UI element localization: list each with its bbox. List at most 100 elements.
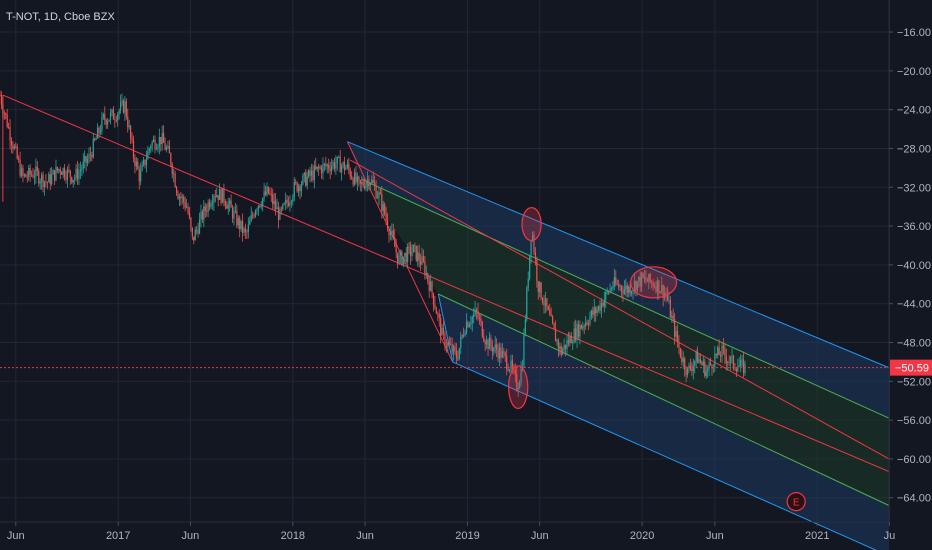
- candle-body: [389, 232, 392, 236]
- candle-body: [397, 252, 399, 264]
- candle-body: [520, 368, 522, 383]
- candle-body: [362, 182, 364, 186]
- candle-body: [526, 287, 528, 320]
- pitchfork-outer-upper-line[interactable]: [347, 141, 890, 369]
- candle-body: [319, 167, 321, 169]
- candle-body: [511, 360, 514, 369]
- candle-body: [165, 147, 168, 150]
- candle-body: [576, 323, 578, 340]
- candle-body: [68, 169, 70, 171]
- candle-body: [98, 127, 100, 133]
- candle-body: [177, 193, 179, 199]
- candle-body: [352, 178, 354, 185]
- highlight-ellipse[interactable]: [508, 365, 529, 410]
- candle-body: [338, 156, 340, 158]
- highlight-ellipse[interactable]: [521, 207, 542, 242]
- candle-body: [10, 140, 13, 145]
- candle-body: [131, 137, 133, 141]
- candle-body: [105, 120, 107, 125]
- candle-body: [691, 368, 693, 371]
- candle-body: [118, 110, 120, 115]
- candle-body: [32, 174, 34, 178]
- candle-body: [101, 116, 103, 132]
- candle-body: [92, 138, 94, 158]
- candle-body: [711, 365, 713, 369]
- candle-body: [589, 316, 591, 325]
- trend-line[interactable]: [2, 94, 890, 473]
- candle-body: [150, 146, 152, 149]
- candle-body: [29, 167, 31, 175]
- candle-body: [326, 164, 328, 167]
- candle-body: [415, 245, 417, 261]
- candle-body: [559, 346, 561, 349]
- candle-body: [2, 104, 4, 113]
- annotation-overlays[interactable]: E: [0, 207, 889, 512]
- candle-body: [701, 362, 703, 366]
- candle-body: [144, 159, 146, 166]
- candle-body: [171, 164, 173, 175]
- candle-body: [102, 114, 104, 117]
- candle-body: [200, 211, 202, 220]
- candle-body: [3, 112, 5, 114]
- candle-body: [554, 328, 557, 342]
- candle-body: [253, 215, 255, 217]
- candle-body: [279, 208, 281, 220]
- candle-body: [628, 286, 630, 293]
- candle-body: [519, 382, 521, 389]
- candle-body: [285, 199, 287, 204]
- candle-body: [391, 230, 393, 233]
- candle-body: [615, 277, 617, 284]
- candle-body: [196, 229, 198, 231]
- pitchfork-outer-lower-line[interactable]: [452, 361, 889, 550]
- x-tick-label: Jun: [531, 530, 549, 542]
- candle-body: [157, 146, 159, 149]
- candle-body: [676, 330, 679, 342]
- candle-body: [9, 127, 11, 141]
- candle-body: [20, 168, 23, 176]
- candle-body: [494, 344, 496, 348]
- candle-body: [639, 276, 641, 287]
- candle-body: [115, 120, 117, 122]
- x-tick-label: Jun: [356, 530, 374, 542]
- highlight-ellipse[interactable]: [630, 266, 678, 299]
- candle-body: [297, 185, 300, 192]
- candle-body: [28, 167, 30, 177]
- candle-body: [708, 362, 710, 369]
- candle-body: [308, 170, 310, 177]
- candle-body: [407, 246, 409, 263]
- candle-body: [274, 200, 277, 210]
- candle-body: [65, 177, 67, 180]
- last-price-label: −50.59: [895, 363, 929, 375]
- candle-body: [649, 273, 651, 282]
- pitchfork-base-line[interactable]: [437, 293, 454, 363]
- candle-body: [612, 285, 614, 289]
- candle-body: [56, 167, 59, 171]
- candle-body: [186, 206, 188, 208]
- y-tick-label: −56.00: [897, 415, 931, 427]
- candle-body: [148, 148, 150, 151]
- candle-body: [405, 252, 407, 263]
- event-marker[interactable]: [786, 492, 806, 512]
- candle-body: [454, 346, 456, 351]
- candle-body: [224, 201, 226, 206]
- candle-body: [173, 173, 175, 175]
- candle-body: [550, 314, 552, 317]
- pitchfork-inner-lower-line[interactable]: [438, 293, 890, 506]
- drawing-lines[interactable]: [2, 94, 890, 550]
- candle-body: [478, 318, 481, 319]
- candle-body: [372, 179, 374, 183]
- pitchfork-median-line[interactable]: [349, 159, 890, 460]
- candle-body: [412, 244, 414, 253]
- candle-body: [160, 136, 162, 145]
- candle-body: [267, 186, 270, 194]
- candle-body: [577, 323, 580, 337]
- candle-body: [188, 212, 191, 218]
- candle-body: [496, 344, 498, 351]
- candle-body: [672, 315, 674, 320]
- y-tick-label: −64.00: [897, 493, 931, 505]
- candle-body: [76, 168, 79, 180]
- pitchfork-inner-upper-line[interactable]: [361, 179, 890, 419]
